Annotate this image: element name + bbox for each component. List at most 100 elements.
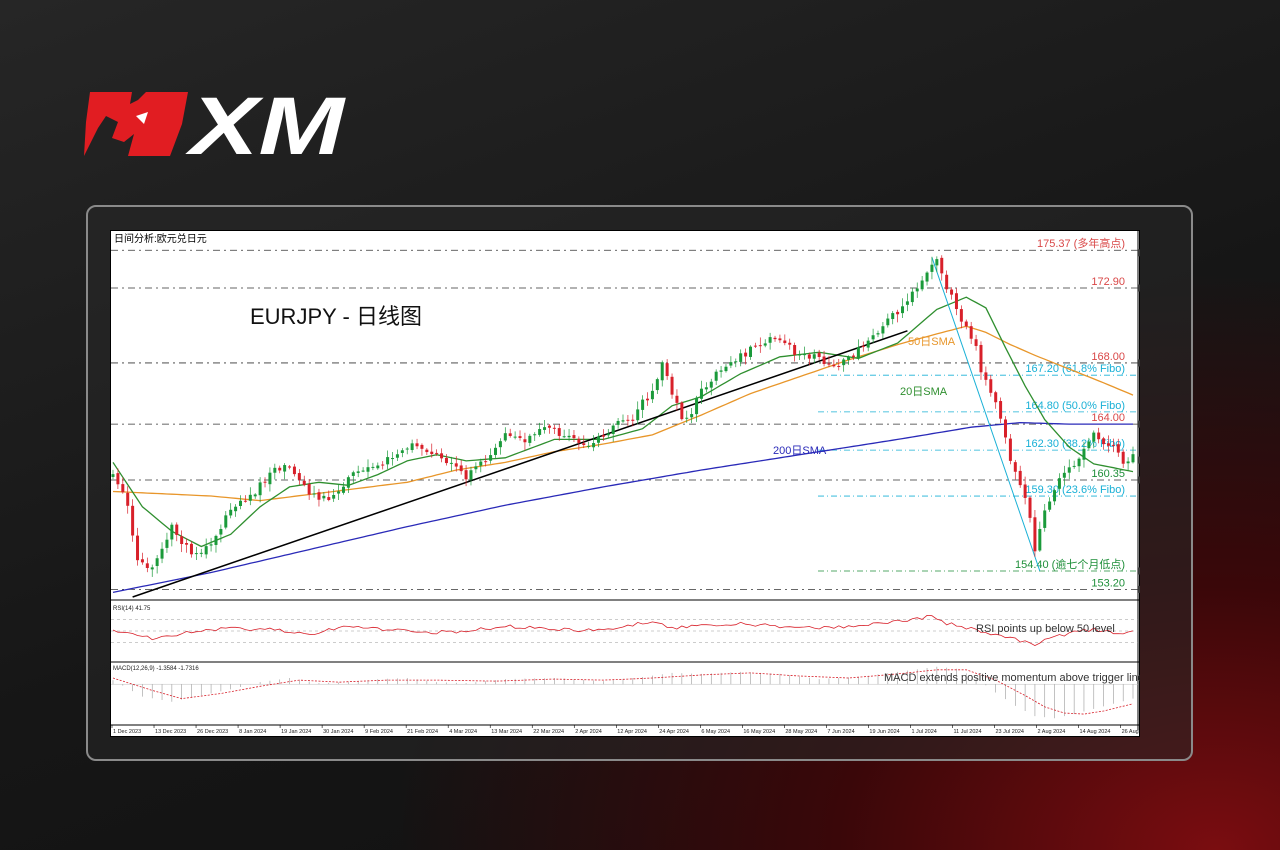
candle-body	[675, 395, 679, 403]
candle-body	[263, 481, 267, 483]
candle-body	[386, 457, 390, 465]
ma-label: 50日SMA	[908, 336, 956, 348]
candle-body	[881, 326, 885, 334]
date-tick-label: 23 Jul 2024	[996, 729, 1024, 735]
candle-body	[817, 352, 821, 358]
date-tick-label: 1 Dec 2023	[113, 729, 141, 735]
level-label: 164.00	[1091, 412, 1125, 424]
candle-body	[312, 493, 316, 495]
date-tick-label: 2 Apr 2024	[575, 729, 602, 735]
candle-body	[189, 543, 193, 555]
candle-body	[1067, 467, 1071, 473]
candle-body	[616, 420, 620, 425]
candle-body	[601, 435, 605, 437]
xm-logo: XM	[84, 82, 346, 158]
candle-body	[405, 448, 409, 450]
candle-body	[650, 390, 654, 400]
candle-body	[248, 494, 252, 501]
candle-body	[229, 509, 233, 516]
uptrend-line	[132, 330, 908, 598]
candle-body	[415, 443, 419, 447]
candle-body	[170, 524, 174, 540]
candle-body	[915, 288, 919, 292]
candle-body	[395, 454, 399, 458]
candle-body	[243, 500, 247, 502]
candle-body	[768, 337, 772, 343]
candle-body	[140, 559, 144, 563]
candle-body	[175, 524, 179, 535]
candle-body	[459, 465, 463, 472]
candle-body	[391, 458, 395, 460]
level-label: 167.20 (61.8% Fibo)	[1025, 363, 1125, 375]
bull-emblem	[84, 92, 188, 156]
candle-body	[155, 558, 159, 566]
candle-body	[435, 452, 439, 454]
candle-body	[538, 429, 542, 435]
candle-body	[876, 333, 880, 335]
candle-body	[999, 401, 1003, 419]
rsi-line	[112, 614, 1134, 647]
candle-body	[670, 376, 674, 395]
candle-body	[513, 436, 517, 438]
candle-body	[116, 473, 120, 485]
candle-body	[494, 447, 497, 455]
candle-body	[920, 280, 924, 290]
candle-body	[935, 259, 939, 266]
candle-body	[224, 515, 228, 528]
candle-body	[1004, 419, 1007, 438]
candle-body	[606, 433, 610, 436]
candle-body	[307, 483, 311, 495]
candle-body	[126, 492, 130, 506]
candle-body	[1077, 458, 1081, 467]
candle-body	[773, 337, 777, 340]
price-marker-box	[1138, 456, 1140, 464]
candle-body	[444, 457, 448, 464]
candle-body	[268, 472, 272, 485]
candle-body	[704, 387, 708, 390]
rsi-label: RSI(14) 41.75	[113, 606, 151, 612]
candle-body	[160, 548, 164, 559]
candle-body	[209, 544, 213, 546]
candle-body	[464, 470, 468, 480]
candle-body	[523, 439, 527, 443]
candle-body	[219, 529, 223, 535]
candle-body	[1087, 441, 1091, 449]
candle-body	[425, 449, 429, 453]
candle-body	[131, 505, 135, 536]
candle-body	[802, 353, 806, 356]
candle-body	[1028, 497, 1032, 518]
candle-body	[793, 345, 797, 355]
date-tick-label: 6 May 2024	[701, 729, 730, 735]
candle-body	[587, 445, 591, 447]
candle-body	[346, 477, 350, 488]
bull-eye	[136, 112, 148, 124]
candle-body	[979, 344, 983, 373]
candle-body	[847, 356, 851, 360]
candle-body	[253, 494, 257, 497]
candle-body	[753, 345, 757, 347]
candle-body	[577, 438, 581, 443]
candle-body	[430, 451, 434, 455]
candle-body	[969, 326, 973, 339]
candle-body	[798, 354, 802, 356]
ma-label: 200日SMA	[773, 445, 827, 457]
candle-body	[194, 553, 198, 555]
date-tick-label: 16 May 2024	[743, 729, 775, 735]
sma50-line	[112, 325, 1134, 502]
level-label: 164.80 (50.0% Fibo)	[1025, 400, 1125, 412]
candle-body	[1092, 432, 1096, 442]
candle-body	[351, 472, 355, 476]
candle-body	[150, 567, 154, 570]
candle-body	[356, 471, 360, 473]
candle-body	[974, 339, 978, 346]
level-label: 154.40 (逾七个月低点)	[1015, 557, 1125, 571]
candle-body	[989, 379, 993, 393]
date-tick-label: 19 Jun 2024	[869, 729, 899, 735]
candle-body	[376, 465, 380, 469]
candle-body	[896, 311, 900, 315]
date-tick-label: 26 Dec 2023	[197, 729, 228, 735]
candle-body	[508, 433, 512, 436]
candle-body	[734, 361, 738, 363]
candle-body	[420, 444, 424, 449]
candle-body	[1082, 448, 1086, 460]
